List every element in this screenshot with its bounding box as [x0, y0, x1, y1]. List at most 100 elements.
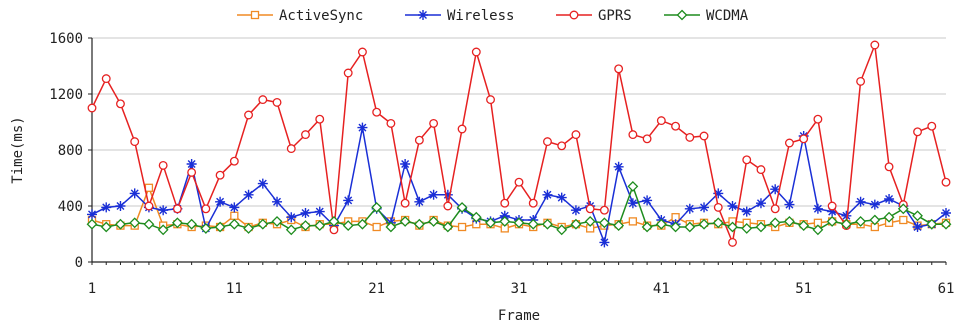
- y-tick-label: 1200: [49, 87, 83, 103]
- data-point-wcdma: [741, 222, 753, 234]
- legend-marker-wireless: [418, 10, 428, 20]
- data-point-wcdma: [684, 221, 696, 233]
- data-point-wcdma: [556, 224, 568, 236]
- data-point-wireless: [400, 159, 411, 169]
- data-point-gprs: [856, 76, 866, 86]
- data-point-wireless: [158, 205, 169, 216]
- data-point-wcdma: [470, 211, 482, 223]
- data-point-wireless: [357, 122, 368, 133]
- data-point-wcdma: [157, 224, 169, 236]
- data-point-wireless: [727, 201, 738, 211]
- data-point-gprs: [144, 201, 154, 211]
- data-point-wcdma: [869, 214, 881, 226]
- data-point-wcdma: [413, 218, 425, 230]
- data-point-gprs: [813, 114, 823, 124]
- data-point-wcdma: [371, 201, 383, 213]
- y-tick-label: 1600: [49, 31, 83, 47]
- data-point-wireless: [741, 206, 752, 217]
- data-point-wireless: [343, 195, 354, 206]
- data-point-gprs: [116, 99, 125, 109]
- data-point-wireless: [87, 209, 97, 220]
- data-point-wireless: [272, 196, 283, 207]
- series-group: [86, 40, 952, 248]
- data-point-wireless: [300, 208, 311, 218]
- data-point-activesync: [899, 215, 908, 225]
- data-point-gprs: [728, 237, 737, 247]
- data-point-wireless: [869, 199, 880, 210]
- legend-label: ActiveSync: [279, 8, 363, 24]
- data-point-wireless: [570, 205, 581, 216]
- x-tick-labels: 1 11 21 31 41 51 61: [88, 281, 955, 297]
- data-point-wcdma: [570, 218, 582, 230]
- data-point-wcdma: [940, 218, 952, 230]
- data-point-activesync: [144, 183, 154, 192]
- series-gprs: [87, 40, 951, 247]
- data-point-gprs: [258, 95, 268, 105]
- data-point-wireless: [770, 184, 781, 195]
- data-point-gprs: [713, 202, 723, 212]
- data-point-wcdma: [186, 218, 198, 230]
- data-point-gprs: [343, 68, 353, 78]
- data-point-wcdma: [784, 215, 795, 227]
- data-point-wireless: [599, 237, 610, 248]
- data-point-wireless: [784, 199, 795, 210]
- data-point-wcdma: [926, 218, 938, 230]
- data-point-wcdma: [712, 217, 724, 229]
- data-point-wcdma: [655, 218, 667, 230]
- legend-marker-activesync: [250, 10, 260, 20]
- data-point-wireless: [941, 208, 951, 218]
- x-tick-label: 1: [88, 281, 96, 297]
- data-point-wireless: [841, 210, 852, 221]
- data-point-wireless: [613, 161, 624, 172]
- data-point-wcdma: [855, 215, 867, 227]
- data-point-wcdma: [285, 224, 297, 236]
- data-point-gprs: [272, 97, 282, 107]
- data-point-wcdma: [228, 218, 240, 230]
- data-point-gprs: [884, 162, 894, 172]
- data-point-gprs: [500, 198, 510, 208]
- data-point-wcdma: [257, 218, 269, 230]
- data-point-gprs: [172, 204, 182, 214]
- data-point-wcdma: [143, 218, 155, 230]
- data-point-wcdma: [670, 221, 681, 233]
- data-point-wireless: [286, 212, 297, 223]
- data-point-gprs: [486, 95, 495, 105]
- data-point-gprs: [870, 40, 880, 50]
- data-point-gprs: [913, 127, 922, 137]
- legend-marker-wcdma: [676, 9, 688, 21]
- data-point-gprs: [642, 134, 652, 144]
- data-point-wcdma: [542, 218, 553, 230]
- data-point-wcdma: [200, 222, 212, 234]
- data-point-wireless: [556, 192, 567, 203]
- data-point-gprs: [628, 130, 638, 140]
- data-point-gprs: [215, 170, 225, 180]
- x-tick-label: 61: [938, 281, 955, 297]
- data-point-gprs: [457, 124, 467, 134]
- data-point-activesync: [372, 222, 381, 232]
- x-tick-label: 51: [795, 281, 812, 297]
- data-point-wireless: [428, 189, 439, 200]
- data-point-wcdma: [513, 217, 525, 229]
- legend-entry-wcdma: WCDMA: [664, 8, 749, 24]
- data-point-wcdma: [769, 217, 781, 229]
- data-point-wcdma: [485, 217, 496, 229]
- data-point-gprs: [585, 204, 595, 214]
- data-point-wireless: [827, 206, 838, 217]
- data-point-wcdma: [883, 211, 895, 223]
- data-point-gprs: [514, 177, 524, 187]
- legend-entry-gprs: GPRS: [556, 8, 632, 24]
- data-point-wcdma: [171, 217, 183, 229]
- data-point-wireless: [627, 198, 638, 209]
- data-point-wcdma: [115, 218, 126, 230]
- data-point-gprs: [329, 225, 339, 235]
- data-point-wcdma: [342, 220, 354, 232]
- data-point-wireless: [442, 189, 453, 200]
- data-point-wireless: [215, 196, 226, 207]
- data-point-gprs: [443, 201, 453, 211]
- data-point-activesync: [230, 211, 239, 220]
- data-point-gprs: [699, 131, 709, 141]
- data-point-wcdma: [627, 180, 639, 192]
- y-tick-label: 0: [75, 255, 83, 271]
- data-point-wireless: [499, 210, 510, 221]
- legend-entry-activesync: ActiveSync: [237, 8, 363, 24]
